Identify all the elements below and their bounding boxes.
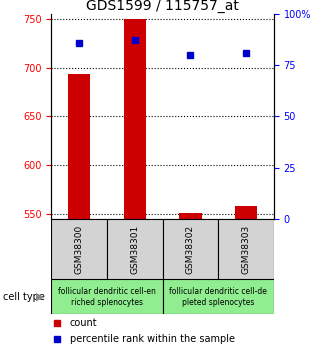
Text: follicular dendritic cell-de
pleted splenocytes: follicular dendritic cell-de pleted sple… — [169, 287, 267, 307]
Bar — [123, 19, 146, 219]
Text: GSM38301: GSM38301 — [130, 225, 139, 274]
Bar — [218, 219, 274, 279]
Bar — [51, 219, 107, 279]
Text: count: count — [70, 318, 97, 328]
Bar — [107, 219, 162, 279]
Bar — [162, 219, 218, 279]
Text: follicular dendritic cell-en
riched splenocytes: follicular dendritic cell-en riched sple… — [58, 287, 156, 307]
Bar — [68, 75, 90, 219]
Text: cell type: cell type — [3, 292, 45, 302]
Bar — [179, 213, 202, 219]
Text: ▶: ▶ — [36, 292, 44, 302]
Text: GSM38303: GSM38303 — [242, 225, 250, 274]
Text: percentile rank within the sample: percentile rank within the sample — [70, 334, 235, 344]
Text: GSM38302: GSM38302 — [186, 225, 195, 274]
Bar — [235, 206, 257, 219]
Bar — [162, 279, 274, 314]
Title: GDS1599 / 115757_at: GDS1599 / 115757_at — [86, 0, 239, 13]
Bar — [51, 279, 162, 314]
Text: GSM38300: GSM38300 — [75, 225, 83, 274]
